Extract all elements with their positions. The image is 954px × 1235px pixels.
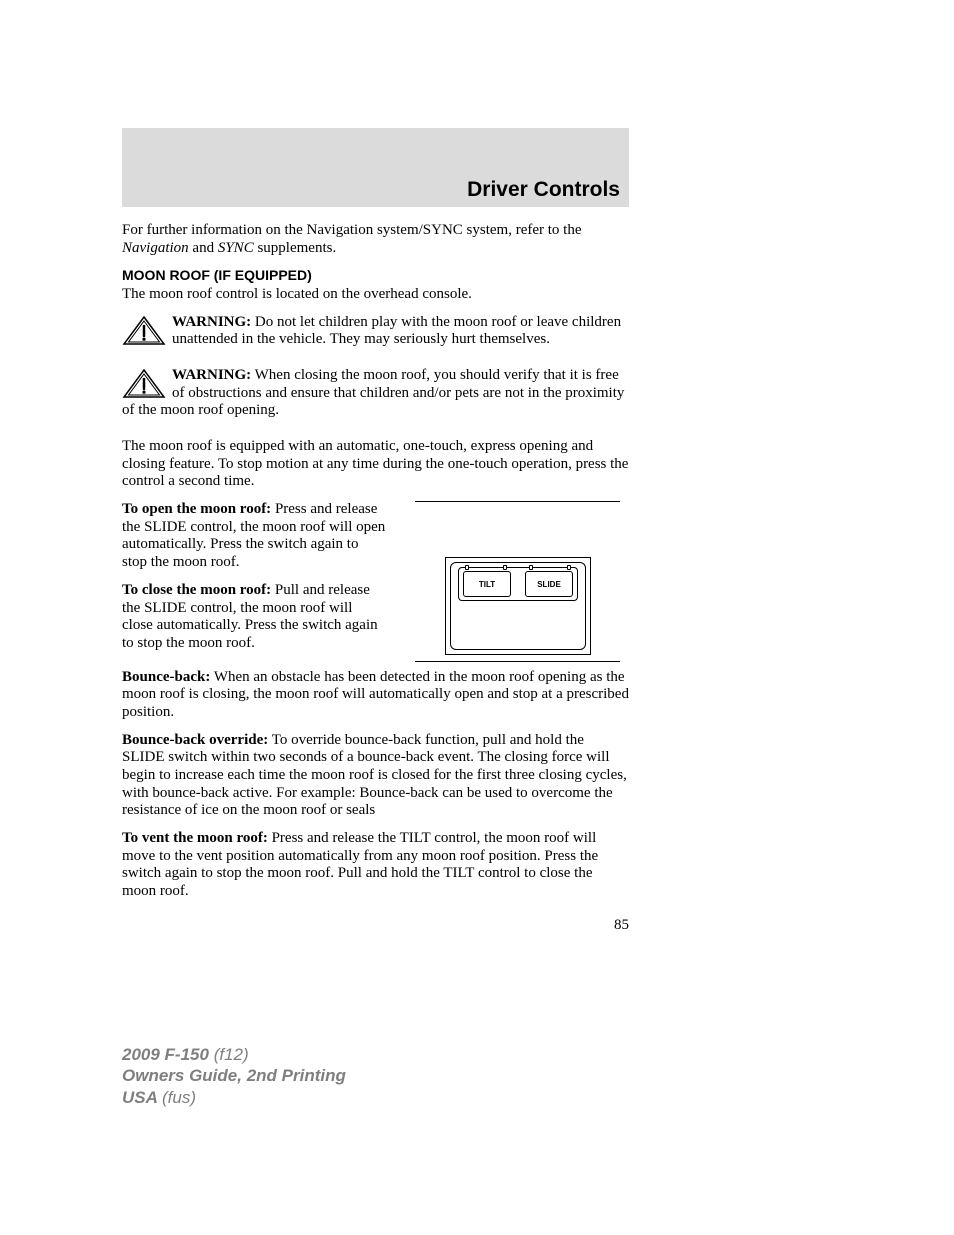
intro-sync: SYNC bbox=[218, 240, 254, 256]
bounce-label: Bounce-back: bbox=[122, 669, 210, 685]
button-row: TILT SLIDE bbox=[458, 567, 578, 601]
bounce-override-paragraph: Bounce-back override: To override bounce… bbox=[122, 732, 629, 820]
footer-code2: (fus) bbox=[162, 1088, 196, 1107]
auto-feature-paragraph: The moon roof is equipped with an automa… bbox=[122, 438, 629, 491]
override-label: Bounce-back override: bbox=[122, 732, 268, 748]
warning-icon bbox=[122, 369, 166, 399]
console-outline: TILT SLIDE bbox=[445, 557, 591, 655]
tilt-button: TILT bbox=[463, 571, 511, 597]
intro-and: and bbox=[189, 240, 218, 256]
open-close-text: To open the moon roof: Press and release… bbox=[122, 501, 386, 663]
moonroof-heading: MOON ROOF (IF EQUIPPED) bbox=[122, 267, 629, 284]
moonroof-diagram: TILT SLIDE bbox=[409, 501, 629, 662]
warning-1-label: WARNING: bbox=[172, 314, 251, 330]
footer-region: USA bbox=[122, 1088, 162, 1107]
warning-1: WARNING: Do not let children play with t… bbox=[122, 314, 629, 349]
warning-2: WARNING: When closing the moon roof, you… bbox=[122, 367, 629, 420]
slide-button: SLIDE bbox=[525, 571, 573, 597]
open-close-row: To open the moon roof: Press and release… bbox=[122, 501, 629, 663]
bounce-back-paragraph: Bounce-back: When an obstacle has been d… bbox=[122, 669, 629, 722]
open-paragraph: To open the moon roof: Press and release… bbox=[122, 501, 386, 572]
vent-paragraph: To vent the moon roof: Press and release… bbox=[122, 830, 629, 901]
footer: 2009 F-150 (f12) Owners Guide, 2nd Print… bbox=[122, 1044, 346, 1108]
footer-line-3: USA (fus) bbox=[122, 1087, 346, 1108]
warning-icon bbox=[122, 316, 166, 346]
close-label: To close the moon roof: bbox=[122, 582, 271, 598]
footer-model: 2009 F-150 bbox=[122, 1045, 214, 1064]
page-content: For further information on the Navigatio… bbox=[122, 222, 629, 935]
footer-line-2: Owners Guide, 2nd Printing bbox=[122, 1065, 346, 1086]
close-paragraph: To close the moon roof: Pull and release… bbox=[122, 582, 386, 653]
vent-label: To vent the moon roof: bbox=[122, 830, 268, 846]
open-label: To open the moon roof: bbox=[122, 501, 271, 517]
warning-2-label: WARNING: bbox=[172, 367, 251, 383]
intro-text-1: For further information on the Navigatio… bbox=[122, 222, 582, 238]
intro-nav: Navigation bbox=[122, 240, 189, 256]
section-title: Driver Controls bbox=[122, 178, 629, 202]
page-number: 85 bbox=[122, 917, 629, 935]
footer-code1: (f12) bbox=[214, 1045, 249, 1064]
intro-text-2: supplements. bbox=[254, 240, 337, 256]
intro-paragraph: For further information on the Navigatio… bbox=[122, 222, 629, 257]
footer-line-1: 2009 F-150 (f12) bbox=[122, 1044, 346, 1065]
moonroof-location: The moon roof control is located on the … bbox=[122, 286, 629, 304]
